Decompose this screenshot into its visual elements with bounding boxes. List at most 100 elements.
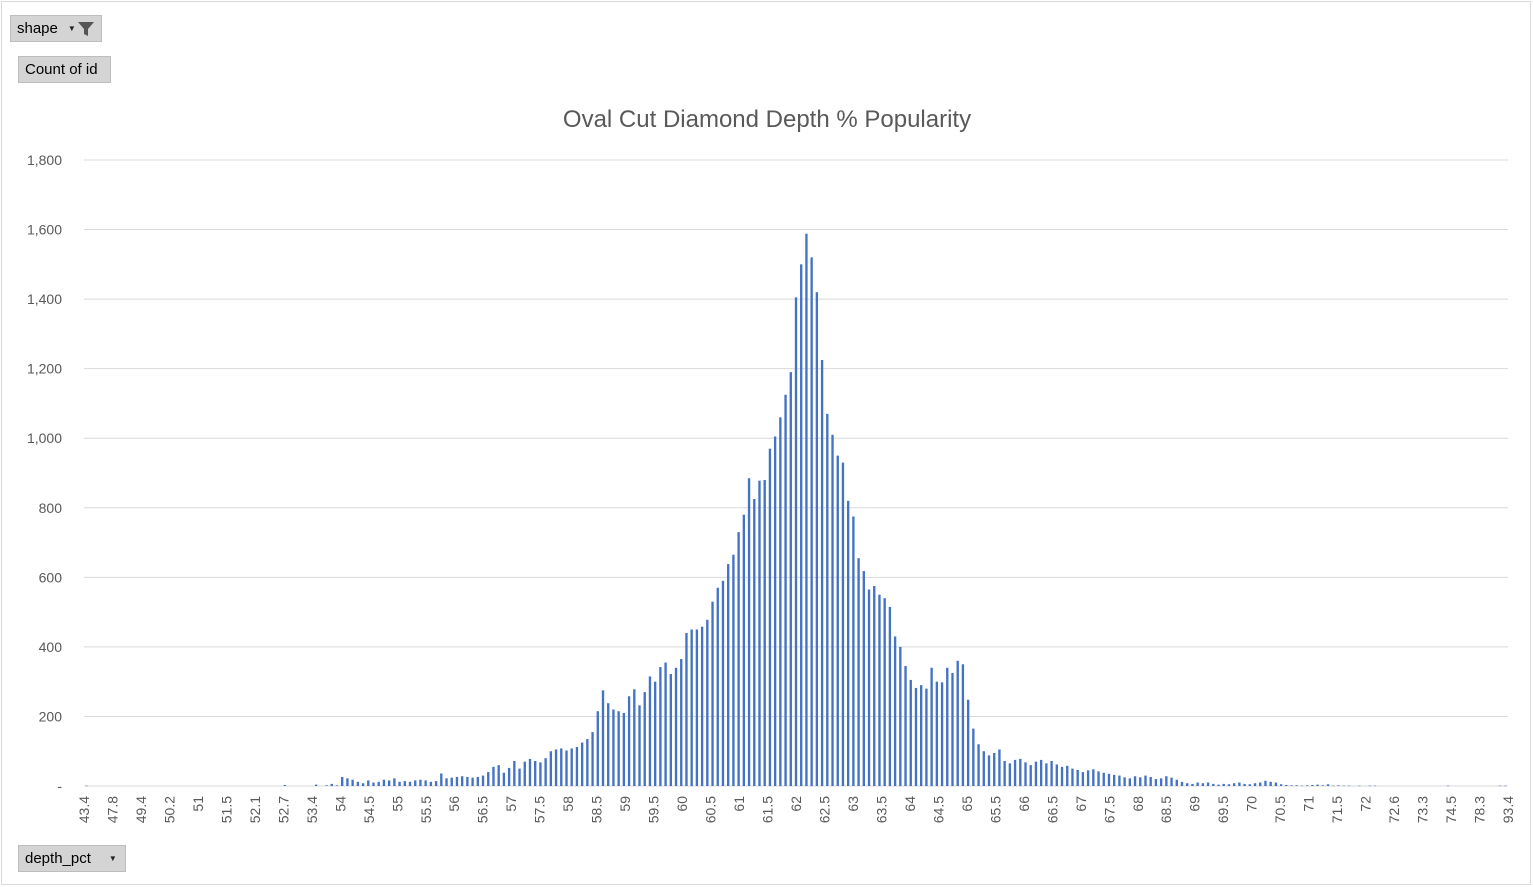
bar xyxy=(617,711,620,786)
bar xyxy=(1316,784,1319,786)
bar xyxy=(1243,783,1246,786)
bar xyxy=(351,779,354,786)
bar xyxy=(586,739,589,786)
bar xyxy=(831,434,834,786)
bar xyxy=(1159,778,1163,786)
bar xyxy=(356,781,360,786)
x-tick-label: 61.5 xyxy=(760,796,776,823)
bar xyxy=(1180,781,1184,786)
x-tick-label: 62.5 xyxy=(817,796,833,823)
bar xyxy=(925,688,928,786)
shape-filter-button[interactable]: shape ▼ xyxy=(10,15,102,42)
bar xyxy=(753,499,756,786)
bar xyxy=(659,667,662,786)
x-tick-label: 60.5 xyxy=(703,796,719,823)
bar xyxy=(716,587,719,786)
x-tick-label: 64 xyxy=(902,796,918,812)
x-tick-label: 71 xyxy=(1301,796,1317,812)
x-tick-label: 62 xyxy=(788,796,804,812)
x-tick-label: 47.8 xyxy=(105,796,121,823)
bar xyxy=(1342,785,1345,787)
bar xyxy=(1008,763,1012,786)
bar xyxy=(1222,783,1225,786)
x-tick-label: 53.4 xyxy=(304,796,320,823)
bar xyxy=(768,448,772,786)
bar xyxy=(487,772,490,786)
bar xyxy=(440,773,443,786)
bar xyxy=(1102,772,1105,786)
bar xyxy=(1154,779,1158,786)
bar xyxy=(815,292,819,786)
bar xyxy=(664,662,667,786)
bar xyxy=(382,779,386,786)
bar xyxy=(873,586,876,786)
bar xyxy=(591,732,594,786)
bar xyxy=(1076,770,1079,786)
x-tick-label: 70 xyxy=(1244,796,1260,812)
bar xyxy=(1358,785,1361,787)
bar xyxy=(805,233,808,787)
x-tick-label: 49.4 xyxy=(133,796,149,823)
bar xyxy=(998,749,1001,786)
bar xyxy=(341,776,344,786)
bar xyxy=(1279,784,1283,786)
x-tick-label: 66 xyxy=(1016,796,1032,812)
y-tick-label: 1,600 xyxy=(27,222,62,238)
bar xyxy=(314,784,318,786)
x-tick-label: 61 xyxy=(731,796,747,812)
bar xyxy=(914,687,918,786)
bar xyxy=(721,580,725,786)
bar xyxy=(393,778,396,786)
bar xyxy=(424,780,427,786)
x-tick-label: 51.5 xyxy=(218,796,234,823)
values-field-button[interactable]: Count of id xyxy=(18,56,111,83)
bar xyxy=(622,712,626,786)
bar xyxy=(935,681,939,786)
bar xyxy=(961,664,965,786)
bar xyxy=(773,436,777,786)
bar xyxy=(367,780,370,786)
x-tick-label: 65.5 xyxy=(987,796,1003,823)
bar xyxy=(1170,777,1173,786)
bar xyxy=(966,699,970,786)
bar xyxy=(909,679,912,786)
bar xyxy=(946,667,949,786)
x-tick-label: 78.3 xyxy=(1472,796,1488,823)
bar xyxy=(920,685,923,786)
x-tick-label: 64.5 xyxy=(930,796,946,823)
filter-funnel-icon xyxy=(77,21,94,37)
bar xyxy=(455,776,459,786)
bar xyxy=(695,629,699,786)
x-tick-label: 56 xyxy=(446,796,462,812)
bar xyxy=(972,728,975,786)
bar xyxy=(1055,764,1058,786)
bar xyxy=(377,781,380,786)
bar xyxy=(518,768,521,786)
bar xyxy=(1013,759,1017,786)
bar xyxy=(335,785,339,786)
x-tick-label: 93.4 xyxy=(1500,796,1516,823)
bar xyxy=(1212,783,1215,786)
x-tick-label: 43.4 xyxy=(76,796,92,823)
bar xyxy=(930,667,933,786)
x-tick-label: 55.5 xyxy=(418,796,434,823)
bar xyxy=(1326,784,1330,786)
bar xyxy=(612,709,615,786)
bar xyxy=(1295,785,1298,786)
bar xyxy=(904,666,907,786)
axis-field-button[interactable]: depth_pct ▼ xyxy=(18,845,126,872)
x-tick-label: 54.5 xyxy=(361,796,377,823)
bar xyxy=(607,703,610,786)
bar xyxy=(820,359,824,786)
bar xyxy=(982,751,985,786)
bar xyxy=(747,478,751,786)
bar xyxy=(742,514,746,786)
bar xyxy=(1086,770,1090,786)
x-tick-label: 57.5 xyxy=(532,796,548,823)
bar xyxy=(429,781,433,786)
y-tick-label: 200 xyxy=(39,708,63,724)
bar xyxy=(711,601,714,786)
bar xyxy=(1039,759,1043,786)
bar xyxy=(1238,782,1241,786)
bar xyxy=(507,767,511,786)
